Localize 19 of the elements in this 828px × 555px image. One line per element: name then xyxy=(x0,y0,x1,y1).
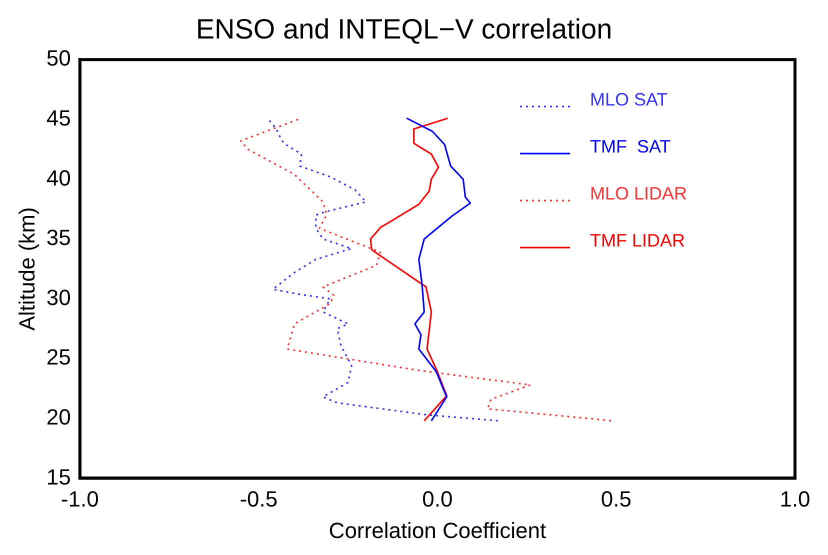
chart-title: ENSO and INTEQL−V correlation xyxy=(196,14,612,45)
legend-label: TMF SAT xyxy=(590,136,671,157)
x-tick-label: -0.5 xyxy=(240,486,278,512)
x-tick-label: 1.0 xyxy=(780,486,810,512)
y-tick-label: 35 xyxy=(46,225,71,250)
y-tick-label: 50 xyxy=(46,46,71,71)
y-tick-label: 20 xyxy=(46,404,71,430)
line-series xyxy=(268,120,500,422)
y-axis-title: Altitude (km) xyxy=(14,207,40,331)
y-tick-label: 40 xyxy=(46,165,71,190)
x-tick-label: 0.5 xyxy=(600,486,632,512)
x-axis-title: Correlation Coefficient xyxy=(328,518,546,543)
y-tick-label: 25 xyxy=(46,344,71,370)
y-tick-label: 30 xyxy=(46,284,71,310)
legend-label: MLO SAT xyxy=(590,90,668,110)
legend-label: MLO LIDAR xyxy=(590,184,688,204)
x-tick-label: 0.0 xyxy=(422,486,453,512)
legend-label: TMF LIDAR xyxy=(590,230,686,251)
y-tick-label: 45 xyxy=(46,105,71,130)
